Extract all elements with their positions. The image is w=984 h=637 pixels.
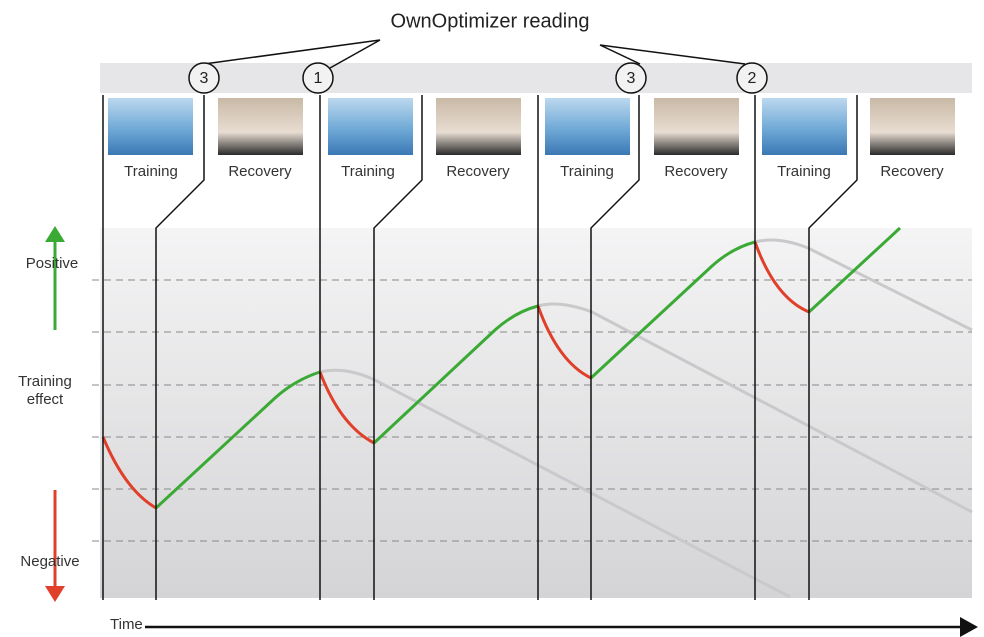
positive-label: Positive <box>25 255 79 272</box>
effect-curve <box>101 226 902 510</box>
top-band <box>100 63 972 93</box>
phase-label: Recovery <box>664 163 728 180</box>
plot-area <box>100 228 972 598</box>
phase-label: Recovery <box>880 163 944 180</box>
callout-lines <box>203 39 746 69</box>
negative-label: Negative <box>20 553 80 570</box>
marker-circle <box>188 62 220 94</box>
phase-label: Training <box>341 163 395 180</box>
marker-number: 2 <box>748 70 757 87</box>
phase-label: Training <box>777 163 831 180</box>
direction-arrows <box>45 226 978 637</box>
time-label: Time <box>110 616 143 633</box>
marker-circle <box>736 62 768 94</box>
marker-number: 3 <box>200 70 209 87</box>
phase-label: Training <box>124 163 178 180</box>
photos <box>108 98 955 155</box>
decay-curves <box>319 238 973 599</box>
marker-number: 1 <box>314 70 323 87</box>
dashed-grid <box>92 279 972 542</box>
marker-number: 3 <box>627 70 636 87</box>
title: OwnOptimizer reading <box>391 10 590 32</box>
phase-lines <box>102 95 858 600</box>
marker-circle <box>615 62 647 94</box>
phase-label: Recovery <box>228 163 292 180</box>
effect-label: Training effect <box>18 373 72 408</box>
phase-label: Training <box>560 163 614 180</box>
marker-circle <box>302 62 334 94</box>
phase-label: Recovery <box>446 163 510 180</box>
